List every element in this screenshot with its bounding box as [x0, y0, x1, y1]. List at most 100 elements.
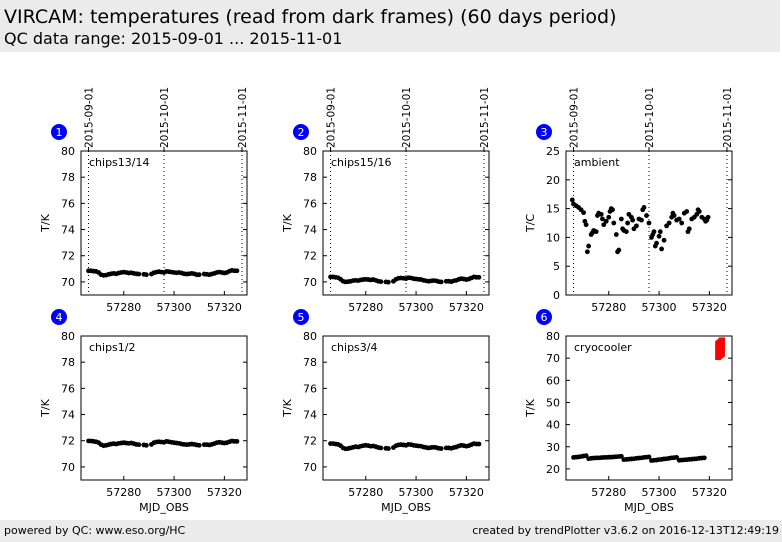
data-point	[606, 214, 612, 220]
panel-number-badge	[51, 309, 67, 325]
data-point	[234, 268, 240, 274]
y-tick-label: 20	[546, 463, 560, 476]
panel-label: cryocooler	[574, 341, 632, 354]
data-point	[476, 441, 482, 447]
y-tick-label: 72	[303, 435, 317, 448]
page-title: VIRCAM: temperatures (read from dark fra…	[4, 6, 617, 28]
chart-panel-1: 1 2015-09-01 2015-10-01 2015-11-01 70 72 74 76 7…	[39, 87, 249, 314]
x-tick-label: 57280	[591, 486, 626, 499]
chart-panel-3: 3 2015-09-01 2015-10-01 2015-11-01 0 5 10 15 20 2…	[524, 87, 734, 314]
y-tick-label: 60	[546, 374, 560, 387]
data-point	[143, 442, 149, 448]
date-tick-label: 2015-10-01	[401, 87, 413, 148]
y-tick-label: 72	[61, 250, 75, 263]
page-footer: powered by QC: www.eso.org/HC created by…	[0, 520, 782, 542]
x-tick-label: 57320	[449, 301, 484, 314]
x-tick-label: 57300	[642, 301, 677, 314]
y-tick-label: 70	[303, 276, 317, 289]
y-tick-label: 78	[303, 356, 317, 369]
panel-label: chips1/2	[89, 341, 136, 354]
x-tick-label: 57280	[348, 301, 383, 314]
panel-number-badge	[51, 124, 67, 140]
data-point	[584, 249, 590, 255]
x-tick-label: 57280	[106, 301, 141, 314]
panel-number-badge	[536, 309, 552, 325]
data-point	[583, 222, 589, 228]
data-point	[586, 243, 592, 249]
x-tick-label: 57300	[157, 486, 192, 499]
data-point	[598, 211, 604, 217]
data-point	[616, 247, 622, 253]
data-point	[657, 229, 663, 235]
y-tick-label: 78	[61, 356, 75, 369]
chart-panel-4: 4 70 72 74 76 78 80 57280 57300 57320 T/K MJD_OBS ch…	[39, 309, 248, 514]
y-tick-label: 74	[303, 409, 317, 422]
x-tick-label: 57280	[591, 301, 626, 314]
y-tick-label: 70	[61, 461, 75, 474]
y-axis-label: T/K	[39, 213, 52, 232]
data-point	[143, 272, 149, 278]
data-point	[385, 279, 391, 285]
y-tick-label: 40	[546, 419, 560, 432]
y-axis-label: T/K	[39, 398, 52, 417]
chart-panel-2: 2 2015-09-01 2015-10-01 2015-11-01 70 72 74 76 7…	[281, 87, 491, 314]
data-point	[234, 438, 240, 444]
page-header: VIRCAM: temperatures (read from dark fra…	[0, 0, 780, 52]
y-tick-label: 80	[303, 145, 317, 158]
panel-label: ambient	[574, 156, 620, 169]
plots-area: 1 2015-09-01 2015-10-01 2015-11-01 70 72 74 76 7…	[39, 87, 734, 514]
data-point	[701, 455, 707, 461]
data-point	[385, 446, 391, 451]
data-point	[136, 271, 142, 277]
x-tick-label: 57300	[642, 486, 677, 499]
data-point	[671, 213, 677, 218]
x-axis-label: MJD_OBS	[624, 501, 674, 514]
data-point	[613, 232, 619, 237]
panel-number: 5	[298, 311, 305, 324]
data-point	[646, 454, 652, 460]
x-tick-label: 57300	[399, 486, 434, 499]
data-point	[666, 220, 672, 226]
data-point	[603, 218, 609, 224]
data-point	[684, 209, 690, 214]
y-tick-label: 70	[61, 276, 75, 289]
data-point	[136, 442, 142, 448]
y-tick-label: 80	[546, 330, 560, 343]
x-axis-label: MJD_OBS	[139, 501, 189, 514]
y-tick-label: 78	[303, 171, 317, 184]
y-tick-label: 78	[61, 171, 75, 184]
y-tick-label: 15	[546, 203, 560, 216]
x-tick-label: 57320	[692, 301, 727, 314]
highlight-point	[717, 350, 724, 357]
date-tick-label: 2015-09-01	[326, 87, 338, 148]
data-point	[618, 453, 624, 459]
y-tick-label: 5	[553, 260, 560, 273]
panel-label: chips3/4	[331, 341, 378, 354]
y-tick-label: 74	[61, 224, 75, 237]
y-tick-label: 74	[303, 224, 317, 237]
y-tick-label: 80	[61, 145, 75, 158]
y-tick-label: 72	[303, 250, 317, 263]
x-tick-label: 57320	[449, 486, 484, 499]
panel-number-badge	[293, 124, 309, 140]
panel-number: 6	[541, 311, 548, 324]
panel-number: 1	[56, 126, 63, 139]
page-subtitle: QC data range: 2015-09-01 ... 2015-11-01	[4, 29, 343, 48]
chart-panel-6: 6 20 30 40 50 60 70 80 57280 57300 57320 T/K MJD_OBS…	[524, 309, 733, 514]
data-point	[641, 205, 647, 210]
data-point	[438, 279, 444, 285]
panel-number: 2	[298, 126, 305, 139]
y-axis-label: T/K	[281, 213, 294, 232]
data-point	[438, 446, 444, 451]
x-tick-label: 57280	[348, 486, 383, 499]
data-point	[196, 272, 202, 278]
data-point	[593, 229, 599, 235]
data-point	[476, 274, 482, 280]
x-tick-label: 57320	[692, 486, 727, 499]
y-tick-label: 20	[546, 174, 560, 187]
date-tick-label: 2015-09-01	[84, 87, 96, 148]
footer-credit: powered by QC: www.eso.org/HC	[4, 524, 186, 537]
data-point	[644, 213, 649, 218]
y-tick-label: 30	[546, 441, 560, 454]
data-point	[661, 237, 667, 243]
